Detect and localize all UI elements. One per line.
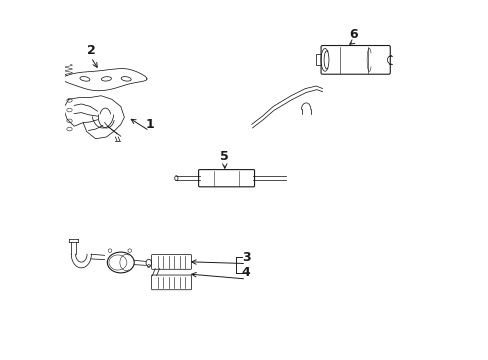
Text: 5: 5: [220, 150, 229, 163]
Text: 1: 1: [145, 118, 154, 131]
Text: 3: 3: [242, 251, 250, 264]
Text: 2: 2: [86, 44, 95, 57]
Text: 6: 6: [349, 28, 357, 41]
Text: 4: 4: [242, 266, 250, 279]
